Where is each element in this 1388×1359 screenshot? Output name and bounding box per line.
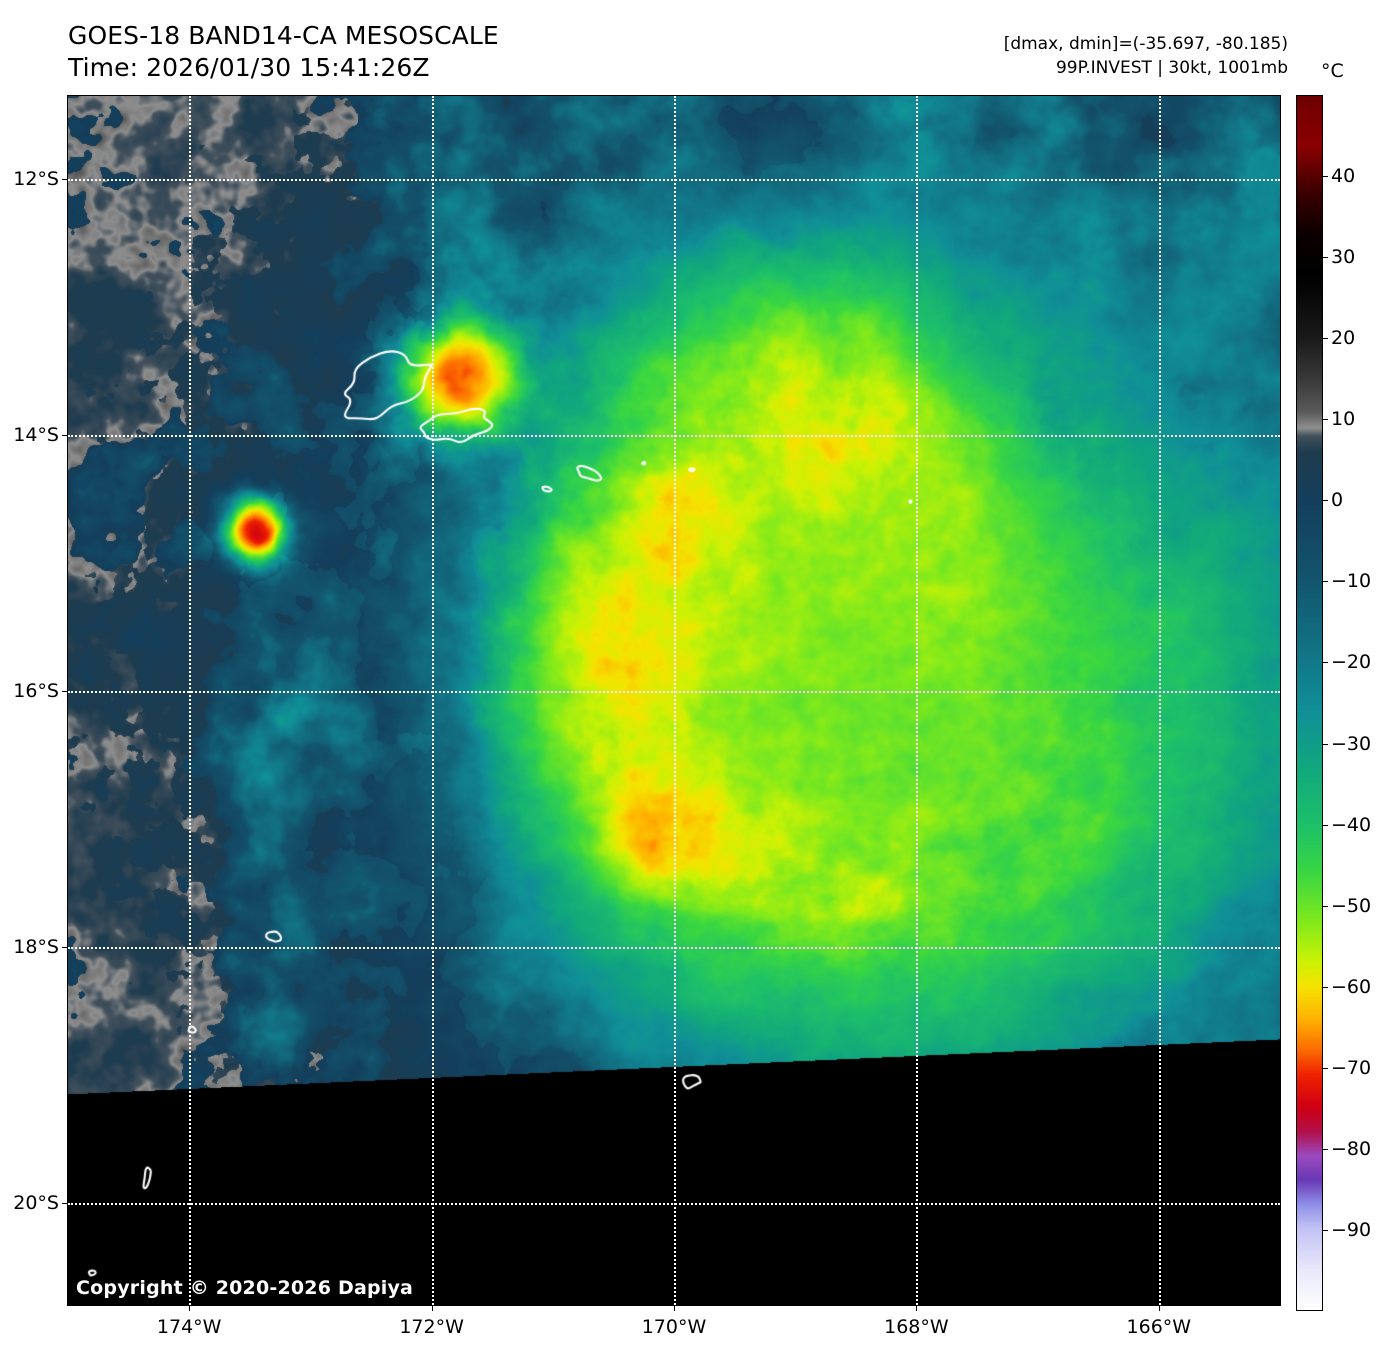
colorbar-tick-label: −70 [1331, 1056, 1372, 1079]
colorbar-tickmark [1323, 1067, 1328, 1069]
page-title: GOES-18 BAND14-CA MESOSCALE [68, 21, 499, 50]
colorbar-tickmark [1323, 176, 1328, 178]
colorbar-tick-label: 30 [1331, 246, 1356, 269]
y-axis-tick-label: 18°S [13, 935, 59, 958]
colorbar-tick-label: 10 [1331, 408, 1356, 431]
y-axis-tickmark [62, 946, 67, 948]
colorbar-tick-label: 0 [1331, 489, 1344, 512]
colorbar-tickmark [1323, 743, 1328, 745]
y-axis-tickmark [62, 179, 67, 181]
y-axis-tickmark [62, 1202, 67, 1204]
satellite-map[interactable]: Copyright © 2020-2026 Dapiya [68, 96, 1280, 1305]
colorbar-tick-label: −30 [1331, 732, 1372, 755]
colorbar-tickmark [1323, 986, 1328, 988]
colorbar-tick-label: −90 [1331, 1218, 1372, 1241]
colorbar-tick-label: −60 [1331, 975, 1372, 998]
x-axis-tickmark [916, 1306, 918, 1311]
colorbar-tick-label: −80 [1331, 1137, 1372, 1160]
colorbar-tickmark [1323, 500, 1328, 502]
x-axis-tickmark [674, 1306, 675, 1311]
storm-info-label: 99P.INVEST | 30kt, 1001mb [1055, 58, 1288, 78]
y-axis-tick-label: 20°S [13, 1191, 59, 1214]
colorbar-unit-label: °C [1321, 60, 1344, 82]
y-axis-tick-label: 14°S [13, 424, 59, 447]
header-title-block: GOES-18 BAND14-CA MESOSCALE Time: 2026/01… [68, 20, 499, 84]
colorbar-tickmark [1323, 338, 1328, 340]
colorbar-tick-label: −20 [1331, 651, 1372, 674]
colorbar-tickmark [1323, 419, 1328, 421]
x-axis-tick-label: 172°W [399, 1316, 464, 1338]
copyright-label: Copyright © 2020-2026 Dapiya [76, 1277, 414, 1299]
y-axis-tick-label: 16°S [13, 679, 59, 702]
ir-brightness-temperature-raster [68, 96, 1280, 1305]
colorbar-tick-label: −50 [1331, 894, 1372, 917]
x-axis-tickmark [189, 1306, 191, 1311]
x-axis-tickmark [431, 1306, 433, 1311]
colorbar-gradient [1297, 96, 1322, 1310]
colorbar-tickmark [1323, 1148, 1328, 1150]
colorbar-tick-label: −10 [1331, 570, 1372, 593]
colorbar-tickmark [1323, 1229, 1328, 1231]
dminmax-label: [dmax, dmin]=(-35.697, -80.185) [1003, 34, 1288, 54]
colorbar-tickmark [1323, 905, 1328, 907]
colorbar-tick-label: −40 [1331, 813, 1372, 836]
x-axis-tick-label: 168°W [884, 1316, 949, 1338]
colorbar-tickmark [1323, 824, 1328, 826]
colorbar-tickmark [1323, 662, 1328, 664]
colorbar-tick-label: 40 [1331, 165, 1356, 188]
x-axis-tickmark [1158, 1306, 1160, 1311]
y-axis-tickmark [62, 435, 67, 437]
colorbar-tickmark [1323, 257, 1328, 259]
colorbar-tick-label: 20 [1331, 327, 1356, 350]
header-meta-block: [dmax, dmin]=(-35.697, -80.185) 99P.INVES… [1004, 32, 1288, 80]
x-axis-tick-label: 166°W [1126, 1316, 1192, 1338]
x-axis-tick-label: 174°W [156, 1316, 222, 1338]
temperature-colorbar[interactable] [1296, 95, 1323, 1311]
y-axis-tick-label: 12°S [13, 168, 59, 191]
x-axis-tick-label: 170°W [641, 1316, 707, 1338]
timestamp-label: Time: 2026/01/30 15:41:26Z [68, 53, 430, 82]
y-axis-tickmark [62, 690, 67, 692]
colorbar-tickmark [1323, 581, 1328, 583]
